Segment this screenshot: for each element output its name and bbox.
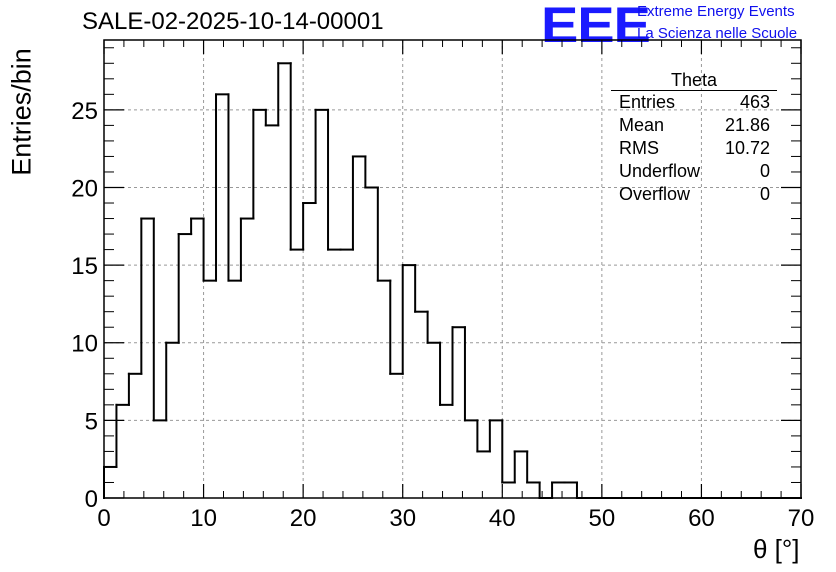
stats-value: 463 (739, 92, 770, 112)
stats-label: Entries (619, 92, 676, 112)
stats-value: 0 (759, 184, 770, 204)
y-tick-label: 10 (71, 331, 98, 358)
x-tick-label: 30 (389, 505, 416, 532)
logo-line-1: Extreme Energy Events (637, 3, 795, 20)
stats-value: 21.86 (724, 115, 770, 135)
stats-box: Theta Entries 463 Mean 21.86 RMS 10.72 U… (611, 69, 777, 206)
y-tick-label: 20 (71, 175, 98, 202)
stats-label: Underflow (619, 161, 701, 181)
y-tick-label: 0 (85, 486, 98, 513)
x-tick-label: 0 (97, 505, 110, 532)
stats-label: Mean (619, 115, 665, 135)
y-tick-label: 25 (71, 98, 98, 125)
stats-row-overflow: Overflow 0 (611, 183, 777, 206)
tick-labels: 0 10 20 30 40 50 60 70 0 5 10 15 20 25 (71, 98, 814, 532)
x-axis-label: θ [°] (753, 534, 800, 564)
x-tick-label: 40 (489, 505, 516, 532)
stats-row-mean: Mean 21.86 (611, 114, 777, 137)
stats-label: RMS (619, 138, 659, 158)
stats-row-entries: Entries 463 (611, 91, 777, 114)
chart-title: SALE-02-2025-10-14-00001 (82, 8, 384, 35)
x-tick-label: 70 (788, 505, 815, 532)
axis-ticks (103, 40, 802, 499)
x-tick-label: 60 (688, 505, 715, 532)
eee-logo: EEE (541, 0, 651, 53)
x-tick-label: 20 (290, 505, 317, 532)
y-tick-label: 5 (85, 408, 98, 435)
x-tick-label: 50 (589, 505, 616, 532)
stats-label: Overflow (619, 184, 691, 204)
plot-frame (103, 39, 802, 499)
y-tick-label: 15 (71, 253, 98, 280)
stats-title: Theta (611, 69, 777, 91)
logo-line-2: La Scienza nelle Scuole (637, 25, 798, 42)
x-tick-label: 10 (190, 505, 217, 532)
stats-row-rms: RMS 10.72 (611, 137, 777, 160)
stats-value: 10.72 (724, 138, 770, 158)
stats-row-underflow: Underflow 0 (611, 160, 777, 183)
stats-value: 0 (759, 161, 770, 181)
